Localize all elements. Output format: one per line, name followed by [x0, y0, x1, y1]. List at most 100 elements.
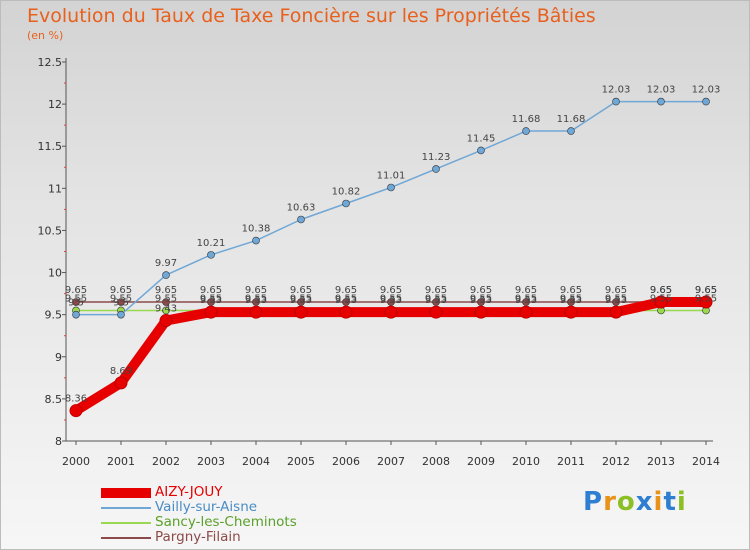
logo-letter: r — [603, 487, 617, 517]
data-label: 10.63 — [287, 202, 316, 213]
x-tick-label: 2006 — [332, 455, 360, 468]
data-point — [387, 183, 395, 192]
data-point — [477, 146, 485, 155]
data-label: 11.23 — [422, 152, 451, 163]
data-label: 9.55 — [290, 293, 312, 304]
x-tick-label: 2001 — [107, 455, 135, 468]
proxiti-logo: Proxiti — [583, 487, 687, 517]
data-label: 9.53 — [380, 295, 402, 306]
y-tick-label: 10 — [48, 267, 62, 280]
y-tick-label: 11 — [48, 182, 62, 195]
legend-label: Pargny-Filain — [155, 529, 241, 545]
logo-letter: i — [676, 487, 687, 517]
y-tick-label: 11.5 — [38, 140, 63, 153]
data-label: 9.53 — [335, 295, 357, 306]
data-label: 9.55 — [695, 293, 717, 304]
x-tick-label: 2007 — [377, 455, 405, 468]
data-label: 9.53 — [200, 295, 222, 306]
data-label: 9.65 — [290, 285, 312, 296]
data-label: 11.45 — [467, 133, 496, 144]
y-tick-label: 9 — [55, 351, 62, 364]
data-point — [657, 97, 665, 106]
chart-subtitle: (en %) — [27, 29, 64, 42]
data-label: 9.65 — [650, 285, 672, 296]
legend-swatch — [101, 507, 151, 509]
data-point — [159, 314, 173, 328]
y-tick-label: 9.5 — [45, 309, 63, 322]
y-tick-label: 12.5 — [38, 56, 63, 69]
x-tick-label: 2014 — [692, 455, 720, 468]
data-label: 9.55 — [245, 293, 267, 304]
data-label: 9.55 — [110, 293, 132, 304]
legend-swatch — [101, 537, 151, 539]
data-label: 9.65 — [695, 285, 717, 296]
data-point — [522, 298, 530, 306]
data-label: 9.65 — [245, 285, 267, 296]
data-label: 9.55 — [515, 293, 537, 304]
data-label: 9.53 — [245, 295, 267, 306]
data-point — [384, 305, 398, 319]
y-tick-label: 10.5 — [38, 224, 63, 237]
data-point — [72, 298, 80, 306]
data-label: 8.69 — [110, 366, 132, 377]
data-point — [654, 295, 668, 309]
data-point — [432, 165, 440, 173]
axes: 8 8.5 9 9.5 10 10.5 11 11.5 12 12.5 2000 2001 2002 20… — [38, 56, 721, 468]
legend-label: Vailly-sur-Aisne — [155, 499, 258, 515]
y-tick-label: 8 — [55, 435, 62, 448]
logo-letter: o — [616, 487, 636, 517]
x-tick-label: 2011 — [557, 455, 585, 468]
series-line — [75, 100, 707, 316]
data-label: 10.82 — [332, 186, 361, 197]
data-label: 9.65 — [425, 285, 447, 296]
x-tick-label: 2008 — [422, 455, 450, 468]
data-point — [297, 215, 305, 224]
data-label: 10.38 — [242, 224, 271, 235]
data-point — [207, 251, 215, 259]
data-label: 9.5 — [113, 298, 129, 309]
data-label: 9.65 — [695, 285, 717, 296]
data-point — [117, 298, 125, 306]
data-point — [252, 298, 260, 306]
data-label: 9.65 — [470, 285, 492, 296]
x-tick-label: 2012 — [602, 455, 630, 468]
data-label: 9.55 — [560, 293, 582, 304]
data-point — [162, 306, 170, 315]
data-label: 9.65 — [65, 285, 87, 296]
data-label: 9.65 — [335, 285, 357, 296]
x-tick-label: 2013 — [647, 455, 675, 468]
data-label: 9.53 — [515, 295, 537, 306]
data-point — [612, 97, 620, 106]
data-label: 9.55 — [335, 293, 357, 304]
logo-letter: x — [635, 487, 654, 517]
data-label: 9.53 — [605, 295, 627, 306]
data-label: 9.53 — [290, 295, 312, 306]
data-point — [162, 298, 170, 306]
data-point — [342, 199, 350, 208]
data-label: 8.36 — [65, 394, 87, 405]
x-tick-label: 2002 — [152, 455, 180, 468]
chart-title: Evolution du Taux de Taxe Foncière sur l… — [27, 5, 596, 27]
data-point — [432, 298, 440, 306]
data-point — [522, 127, 530, 135]
data-point — [567, 127, 575, 135]
data-label: 9.55 — [200, 293, 222, 304]
data-point — [204, 305, 218, 319]
data-label: 9.55 — [380, 293, 402, 304]
data-point — [297, 298, 305, 306]
y-tick-label: 8.5 — [45, 393, 63, 406]
data-label: 9.97 — [155, 258, 177, 269]
data-point — [474, 305, 488, 319]
data-label: 10.21 — [197, 238, 226, 249]
data-point — [72, 310, 80, 319]
data-label: 12.03 — [602, 85, 631, 96]
data-label: 9.55 — [650, 293, 672, 304]
data-label: 9.65 — [155, 285, 177, 296]
data-label: 9.65 — [380, 285, 402, 296]
data-point — [567, 298, 575, 306]
data-point — [387, 298, 395, 306]
data-label: 12.03 — [692, 85, 721, 96]
data-labels-layer: 8.36 8.69 9.43 9.53 9.53 9.53 9.53 9.53 9.53 9.53… — [65, 85, 720, 405]
